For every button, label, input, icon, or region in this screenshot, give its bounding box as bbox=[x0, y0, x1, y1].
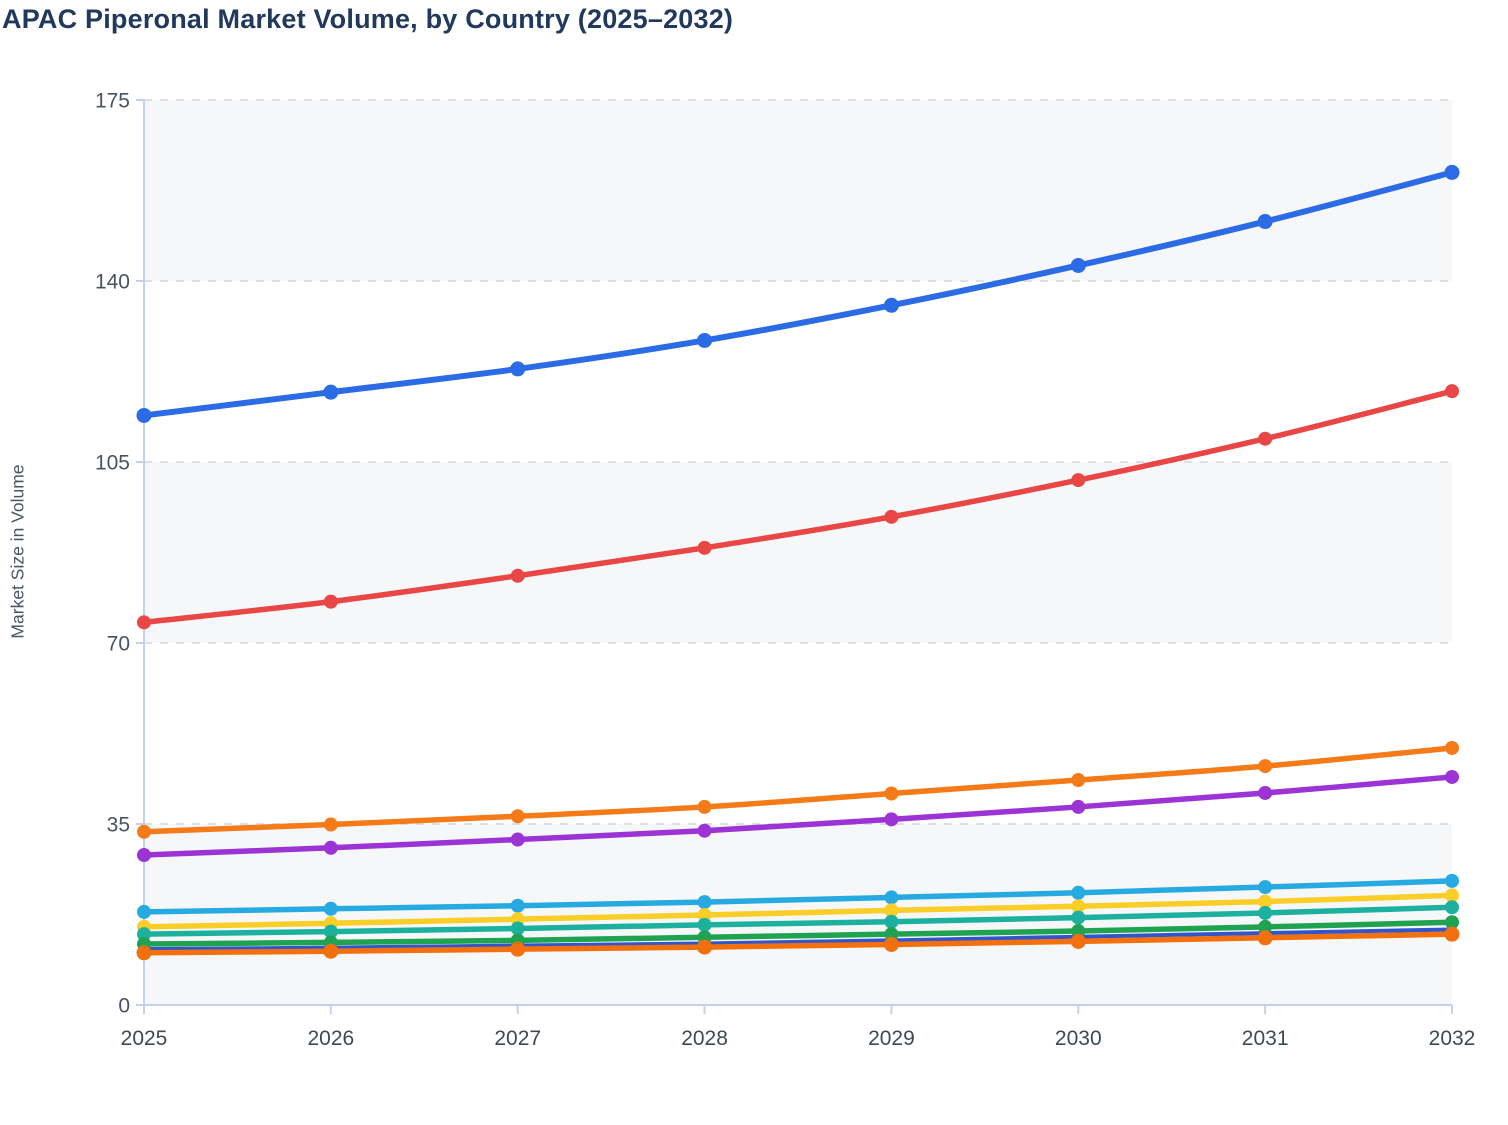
series-marker-purple-2032[interactable] bbox=[1445, 769, 1459, 784]
series-marker-cyan-2026[interactable] bbox=[323, 901, 338, 916]
series-marker-teal-2025[interactable] bbox=[137, 927, 151, 942]
series-marker-red-2030[interactable] bbox=[1071, 473, 1086, 488]
series-line-cyan[interactable] bbox=[141, 878, 1455, 915]
series-marker-purple-2026[interactable] bbox=[323, 840, 338, 855]
series-marker-red-2031[interactable] bbox=[1258, 431, 1273, 446]
x-tick-label: 2026 bbox=[307, 1027, 354, 1050]
series-marker-teal-2032[interactable] bbox=[1445, 900, 1459, 915]
series-marker-yellow-2028[interactable] bbox=[697, 908, 712, 923]
series-marker-dark-orange-2029[interactable] bbox=[883, 936, 899, 952]
series-marker-purple-2029[interactable] bbox=[884, 812, 899, 827]
series-line-dark-orange[interactable] bbox=[141, 931, 1455, 956]
series-marker-cyan-2031[interactable] bbox=[1258, 880, 1273, 895]
series-marker-cyan-2028[interactable] bbox=[697, 895, 712, 910]
x-tick-label: 2030 bbox=[1055, 1027, 1102, 1050]
series-marker-teal-2029[interactable] bbox=[884, 914, 899, 929]
y-tick-label: 140 bbox=[95, 270, 130, 293]
y-tick-label: 175 bbox=[95, 89, 130, 112]
series-marker-red-2026[interactable] bbox=[323, 594, 338, 609]
series-marker-orange-2028[interactable] bbox=[697, 799, 712, 814]
series-marker-dark-orange-2031[interactable] bbox=[1257, 930, 1273, 946]
series-marker-dark-orange-2025[interactable] bbox=[136, 945, 152, 961]
y-tick-label: 0 bbox=[118, 994, 130, 1017]
series-marker-blue-2030[interactable] bbox=[1070, 257, 1086, 273]
series-marker-purple-2027[interactable] bbox=[510, 832, 525, 847]
series-marker-dark-orange-2026[interactable] bbox=[323, 943, 339, 959]
y-tick-label: 105 bbox=[95, 451, 130, 474]
series-marker-red-2032[interactable] bbox=[1445, 384, 1459, 399]
x-tick-label: 2027 bbox=[494, 1027, 541, 1050]
series-marker-teal-2031[interactable] bbox=[1258, 905, 1273, 920]
series-line-orange[interactable] bbox=[141, 745, 1455, 835]
series-marker-yellow-2029[interactable] bbox=[884, 903, 899, 918]
series-marker-green-2029[interactable] bbox=[884, 927, 899, 942]
series-marker-cyan-2032[interactable] bbox=[1445, 873, 1459, 888]
series-marker-orange-2030[interactable] bbox=[1071, 773, 1086, 788]
series-marker-cyan-2025[interactable] bbox=[137, 904, 151, 919]
plot-band bbox=[144, 462, 1452, 643]
series-marker-purple-2025[interactable] bbox=[137, 848, 151, 863]
series-marker-orange-2032[interactable] bbox=[1445, 740, 1459, 755]
series-line-yellow[interactable] bbox=[141, 892, 1455, 930]
series-marker-purple-2030[interactable] bbox=[1071, 799, 1086, 814]
series-marker-dark-orange-2032[interactable] bbox=[1444, 926, 1460, 942]
series-marker-purple-2031[interactable] bbox=[1258, 785, 1273, 800]
series-marker-blue-2028[interactable] bbox=[697, 332, 713, 348]
series-marker-yellow-2030[interactable] bbox=[1071, 899, 1086, 914]
x-tick-label: 2028 bbox=[681, 1027, 728, 1050]
series-marker-teal-2028[interactable] bbox=[697, 917, 712, 932]
series-marker-orange-2026[interactable] bbox=[323, 817, 338, 832]
series-marker-orange-2025[interactable] bbox=[137, 824, 151, 839]
series-marker-red-2027[interactable] bbox=[510, 568, 525, 583]
series-marker-green-2032[interactable] bbox=[1445, 915, 1459, 930]
series-marker-cyan-2027[interactable] bbox=[510, 898, 525, 913]
series-line-green[interactable] bbox=[141, 919, 1455, 947]
series-marker-cyan-2029[interactable] bbox=[884, 890, 899, 905]
series-marker-yellow-2032[interactable] bbox=[1445, 888, 1459, 903]
series-marker-cyan-2030[interactable] bbox=[1071, 885, 1086, 900]
plot-band bbox=[144, 100, 1452, 281]
series-marker-blue-2029[interactable] bbox=[883, 297, 899, 313]
series-marker-yellow-2031[interactable] bbox=[1258, 894, 1273, 909]
x-tick-label: 2031 bbox=[1242, 1027, 1289, 1050]
series-marker-orange-2027[interactable] bbox=[510, 809, 525, 824]
series-line-royal-blue[interactable] bbox=[142, 927, 1454, 952]
series-marker-dark-orange-2027[interactable] bbox=[510, 941, 526, 957]
series-marker-orange-2029[interactable] bbox=[884, 786, 899, 801]
x-tick-label: 2025 bbox=[121, 1027, 168, 1050]
series-marker-dark-orange-2030[interactable] bbox=[1070, 933, 1086, 949]
series-marker-red-2025[interactable] bbox=[137, 615, 151, 630]
series-marker-green-2030[interactable] bbox=[1071, 924, 1086, 939]
series-marker-blue-2027[interactable] bbox=[510, 361, 526, 377]
series-marker-teal-2027[interactable] bbox=[510, 921, 525, 936]
series-line-purple[interactable] bbox=[141, 774, 1455, 858]
series-marker-orange-2031[interactable] bbox=[1258, 759, 1273, 774]
y-tick-label: 70 bbox=[107, 632, 130, 655]
x-tick-label: 2032 bbox=[1429, 1027, 1476, 1050]
series-marker-green-2031[interactable] bbox=[1258, 919, 1273, 934]
series-line-teal[interactable] bbox=[141, 904, 1455, 937]
series-marker-blue-2026[interactable] bbox=[323, 384, 339, 400]
chart-title: APAC Piperonal Market Volume, by Country… bbox=[2, 4, 734, 34]
series-marker-teal-2030[interactable] bbox=[1071, 910, 1086, 925]
series-marker-red-2028[interactable] bbox=[697, 540, 712, 555]
series-marker-teal-2026[interactable] bbox=[323, 924, 338, 939]
y-axis-title: Market Size in Volume bbox=[7, 464, 28, 639]
series-marker-blue-2025[interactable] bbox=[136, 407, 152, 423]
series-line-red[interactable] bbox=[141, 388, 1455, 626]
series-marker-red-2029[interactable] bbox=[884, 509, 899, 524]
series-line-blue[interactable] bbox=[141, 169, 1455, 419]
series-marker-purple-2028[interactable] bbox=[697, 823, 712, 838]
y-tick-label: 35 bbox=[107, 813, 130, 836]
series-marker-blue-2032[interactable] bbox=[1444, 164, 1460, 180]
x-tick-label: 2029 bbox=[868, 1027, 915, 1050]
series-marker-blue-2031[interactable] bbox=[1257, 214, 1273, 230]
series-marker-dark-orange-2028[interactable] bbox=[697, 939, 713, 955]
